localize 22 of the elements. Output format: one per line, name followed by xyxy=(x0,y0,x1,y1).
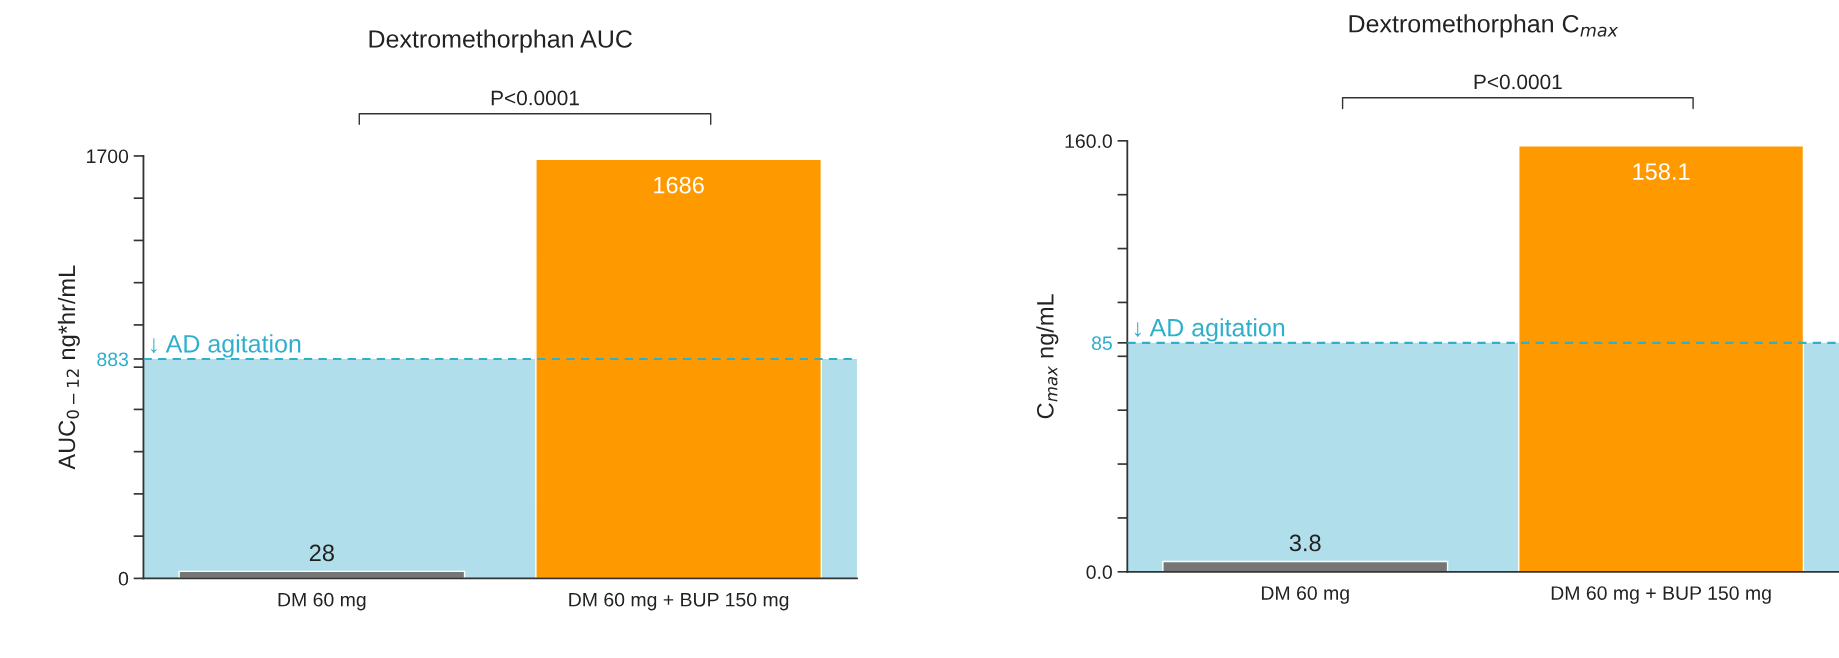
x-tick-label: DM 60 mg xyxy=(278,592,366,611)
y-tick-label: 0 xyxy=(118,571,129,586)
y-tick-label: 883 xyxy=(97,352,129,367)
text: P<0.0001 xyxy=(491,90,579,106)
y-tick-label: 85 xyxy=(1091,336,1112,351)
x-tick-label: DM 60 mg + BUP 150 mg xyxy=(1551,586,1771,604)
x-tick-label: DM 60 mg + BUP 150 mg xyxy=(569,592,789,611)
ref-line-label: ↓ AD agitation xyxy=(1134,318,1285,342)
y-axis-title: AUC$_{0−12}$ ng*hr/mL xyxy=(57,265,80,470)
ref-line-label: ↓ AD agitation xyxy=(150,334,301,358)
text: P<0.0001 xyxy=(1474,74,1562,90)
x-tick-label: DM 60 mg xyxy=(1261,586,1349,604)
chart-title: Dextromethorphan AUC xyxy=(369,29,632,53)
data-label: 3.8 xyxy=(1289,534,1321,552)
y-tick-label: 160.0 xyxy=(1065,134,1112,149)
chart-title: Dextromethorphan C$_{max}$ xyxy=(1349,14,1619,38)
data-label: 28 xyxy=(309,544,334,562)
y-axis-title: C$_{max}$ ng/mL xyxy=(1036,294,1059,419)
data-label: 1686 xyxy=(654,176,704,194)
y-tick-label: 0.0 xyxy=(1086,565,1112,580)
y-tick-label: 1700 xyxy=(87,149,129,164)
data-label: 158.1 xyxy=(1633,163,1690,180)
